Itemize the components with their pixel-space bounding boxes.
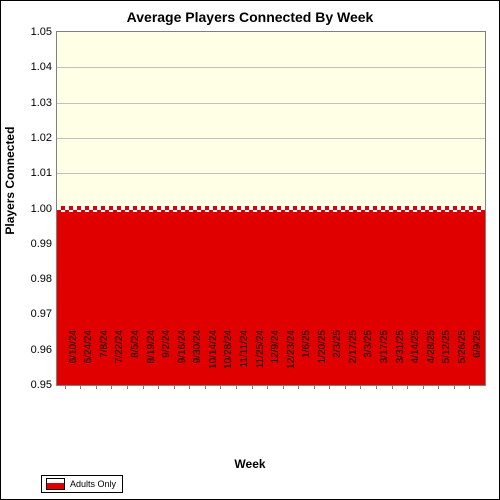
- x-tick-label: 12/9/24: [270, 330, 281, 390]
- x-tick-label: 2/17/25: [348, 330, 359, 390]
- x-tick-mark: [127, 385, 128, 389]
- x-tick-mark: [236, 385, 237, 389]
- x-tick-label: 9/2/24: [161, 330, 172, 390]
- x-tick-mark: [283, 385, 284, 389]
- plot-area: 0.950.960.970.980.991.001.011.021.031.04…: [56, 31, 486, 386]
- x-tick-label: 5/12/25: [441, 330, 452, 390]
- y-tick-label: 0.95: [10, 379, 52, 391]
- x-tick-mark: [65, 385, 66, 389]
- legend-label: Adults Only: [70, 479, 116, 489]
- gridline: [57, 103, 485, 104]
- x-tick-label: 11/11/24: [239, 330, 250, 390]
- x-tick-mark: [298, 385, 299, 389]
- legend: Adults Only: [41, 475, 123, 493]
- x-tick-mark: [329, 385, 330, 389]
- y-tick-label: 1.04: [10, 61, 52, 73]
- x-tick-mark: [469, 385, 470, 389]
- x-tick-mark: [205, 385, 206, 389]
- x-tick-mark: [252, 385, 253, 389]
- x-tick-label: 7/8/24: [99, 330, 110, 390]
- x-tick-mark: [189, 385, 190, 389]
- x-tick-label: 6/24/24: [83, 330, 94, 390]
- x-tick-label: 3/3/25: [363, 330, 374, 390]
- legend-swatch: [46, 478, 65, 490]
- x-tick-label: 4/28/25: [426, 330, 437, 390]
- x-tick-mark: [220, 385, 221, 389]
- x-tick-label: 7/22/24: [114, 330, 125, 390]
- x-tick-label: 5/26/25: [457, 330, 468, 390]
- x-tick-mark: [360, 385, 361, 389]
- x-axis-label: Week: [1, 457, 499, 471]
- x-tick-label: 4/14/25: [410, 330, 421, 390]
- x-tick-mark: [80, 385, 81, 389]
- x-tick-mark: [345, 385, 346, 389]
- x-tick-mark: [174, 385, 175, 389]
- x-tick-label: 6/10/24: [68, 330, 79, 390]
- x-tick-mark: [454, 385, 455, 389]
- chart-container: Average Players Connected By Week Player…: [0, 0, 500, 500]
- x-tick-label: 3/31/25: [395, 330, 406, 390]
- gridline: [57, 67, 485, 68]
- y-tick-label: 1.02: [10, 132, 52, 144]
- y-tick-label: 0.99: [10, 238, 52, 250]
- x-tick-label: 6/9/25: [472, 330, 483, 390]
- x-tick-label: 1/6/25: [301, 330, 312, 390]
- x-tick-label: 3/17/25: [379, 330, 390, 390]
- x-tick-mark: [111, 385, 112, 389]
- x-tick-label: 10/14/24: [208, 330, 219, 390]
- x-tick-mark: [267, 385, 268, 389]
- y-tick-label: 1.05: [10, 26, 52, 38]
- x-tick-mark: [423, 385, 424, 389]
- x-tick-mark: [438, 385, 439, 389]
- x-tick-label: 12/23/24: [286, 330, 297, 390]
- x-tick-mark: [392, 385, 393, 389]
- gridline: [57, 138, 485, 139]
- x-tick-mark: [407, 385, 408, 389]
- chart-title: Average Players Connected By Week: [1, 9, 499, 25]
- x-tick-mark: [96, 385, 97, 389]
- y-tick-label: 0.96: [10, 344, 52, 356]
- x-tick-mark: [143, 385, 144, 389]
- x-tick-label: 9/16/24: [177, 330, 188, 390]
- x-tick-mark: [376, 385, 377, 389]
- series-hatch: [57, 206, 485, 212]
- x-tick-mark: [158, 385, 159, 389]
- y-tick-label: 1.00: [10, 203, 52, 215]
- x-tick-label: 11/25/24: [255, 330, 266, 390]
- y-tick-label: 1.01: [10, 167, 52, 179]
- gridline: [57, 173, 485, 174]
- x-tick-label: 10/28/24: [223, 330, 234, 390]
- x-tick-label: 9/30/24: [192, 330, 203, 390]
- x-tick-label: 8/5/24: [130, 330, 141, 390]
- x-tick-label: 8/19/24: [146, 330, 157, 390]
- y-tick-label: 0.98: [10, 273, 52, 285]
- x-tick-label: 1/20/25: [317, 330, 328, 390]
- y-tick-label: 0.97: [10, 308, 52, 320]
- x-tick-mark: [314, 385, 315, 389]
- x-tick-label: 2/3/25: [332, 330, 343, 390]
- y-tick-label: 1.03: [10, 97, 52, 109]
